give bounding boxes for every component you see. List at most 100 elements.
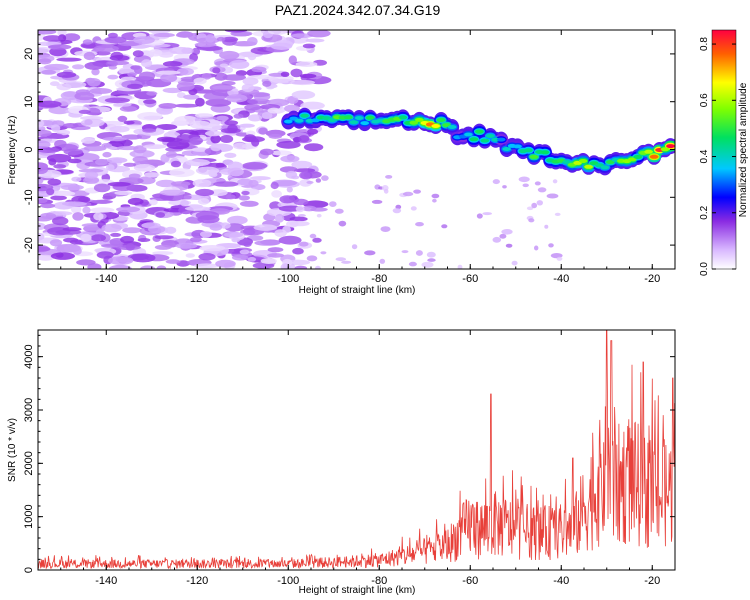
noise-blob	[143, 99, 157, 105]
noise-blob	[156, 70, 181, 75]
noise-blob	[242, 77, 259, 86]
y-tick-label: 2000	[23, 451, 35, 475]
ridge-blob	[578, 159, 588, 163]
noise-blob	[42, 35, 63, 42]
noise-blob	[227, 167, 244, 177]
noise-blob	[160, 73, 178, 83]
noise-blob	[83, 145, 107, 152]
snr-series	[38, 330, 675, 570]
noise-blob	[197, 198, 210, 205]
noise-blob	[205, 34, 216, 43]
noise-blob	[267, 107, 281, 114]
noise-blob	[241, 190, 250, 196]
noise-blob	[253, 224, 278, 231]
x-tick-label: -20	[644, 575, 660, 587]
noise-blob	[307, 30, 331, 38]
noise-blob	[457, 264, 463, 269]
noise-blob	[208, 172, 218, 178]
noise-blob	[130, 253, 156, 263]
x-tick-label: -20	[644, 273, 660, 285]
noise-blob	[49, 239, 63, 247]
noise-blob	[421, 261, 434, 268]
noise-blob	[38, 254, 55, 261]
noise-blob	[205, 98, 232, 107]
noise-blob	[137, 238, 151, 242]
noise-blob	[441, 224, 448, 229]
noise-blob	[87, 263, 102, 269]
ridge-blob	[475, 129, 484, 134]
noise-blob	[155, 124, 178, 130]
noise-blob	[238, 123, 255, 128]
noise-blob	[82, 176, 100, 184]
ridge-blob	[311, 118, 320, 123]
noise-blob	[501, 229, 513, 235]
noise-blob	[364, 250, 376, 256]
noise-blob	[165, 151, 178, 158]
noise-blob	[60, 184, 84, 191]
noise-blob	[201, 73, 212, 80]
noise-blob	[48, 106, 71, 115]
noise-blob	[141, 222, 161, 229]
noise-blob	[125, 243, 135, 251]
noise-blob	[280, 263, 291, 269]
noise-blob	[271, 78, 295, 84]
ridge-blob	[349, 120, 359, 125]
noise-blob	[158, 103, 178, 109]
noise-blob	[290, 68, 303, 78]
noise-blob	[239, 249, 250, 255]
ridge-blob	[480, 138, 490, 143]
noise-blob	[526, 206, 534, 211]
noise-blob	[148, 49, 163, 57]
noise-blob	[127, 197, 144, 206]
noise-blob	[279, 166, 298, 173]
noise-blob	[241, 83, 255, 93]
noise-blob	[243, 241, 252, 247]
noise-blob	[40, 203, 56, 209]
noise-blob	[102, 195, 113, 200]
noise-blob	[261, 112, 273, 119]
noise-blob	[270, 150, 292, 156]
noise-blob	[195, 97, 205, 107]
noise-blob	[72, 247, 82, 255]
noise-blob	[194, 113, 214, 118]
noise-blob	[89, 88, 113, 94]
noise-blob	[109, 55, 130, 61]
noise-blob	[64, 81, 87, 88]
noise-blob	[299, 171, 311, 179]
noise-blob	[302, 43, 316, 49]
noise-blob	[305, 38, 325, 43]
noise-blob	[159, 189, 186, 196]
noise-blob	[210, 134, 221, 144]
noise-blob	[56, 71, 77, 78]
noise-blob	[48, 44, 72, 50]
noise-blob	[123, 124, 146, 129]
noise-blob	[107, 181, 131, 187]
noise-blob	[156, 136, 176, 142]
noise-blob	[280, 71, 290, 78]
noise-blob	[291, 90, 316, 100]
ridge-blob	[513, 144, 522, 149]
noise-blob	[102, 136, 128, 142]
noise-blob	[215, 162, 225, 168]
ridge-blob	[660, 147, 670, 152]
noise-blob	[72, 212, 84, 221]
noise-blob	[259, 148, 274, 156]
ridge-blob	[486, 134, 495, 138]
noise-blob	[295, 61, 318, 67]
noise-blob	[121, 134, 143, 140]
noise-blob	[128, 173, 141, 179]
noise-blob	[38, 129, 52, 137]
colorbar-tick-label: 0.0	[699, 262, 710, 276]
snr-xlabel: Height of straight line (km)	[299, 585, 416, 596]
noise-blob	[96, 251, 114, 259]
noise-blob	[291, 175, 300, 180]
noise-blob	[123, 162, 137, 167]
noise-blob	[48, 158, 57, 166]
noise-blob	[262, 80, 272, 87]
noise-blob	[254, 240, 281, 246]
ridge-blob	[584, 164, 593, 169]
noise-blob	[93, 45, 119, 53]
noise-blob	[312, 237, 322, 243]
noise-blob	[63, 237, 79, 243]
noise-blob	[351, 244, 358, 250]
